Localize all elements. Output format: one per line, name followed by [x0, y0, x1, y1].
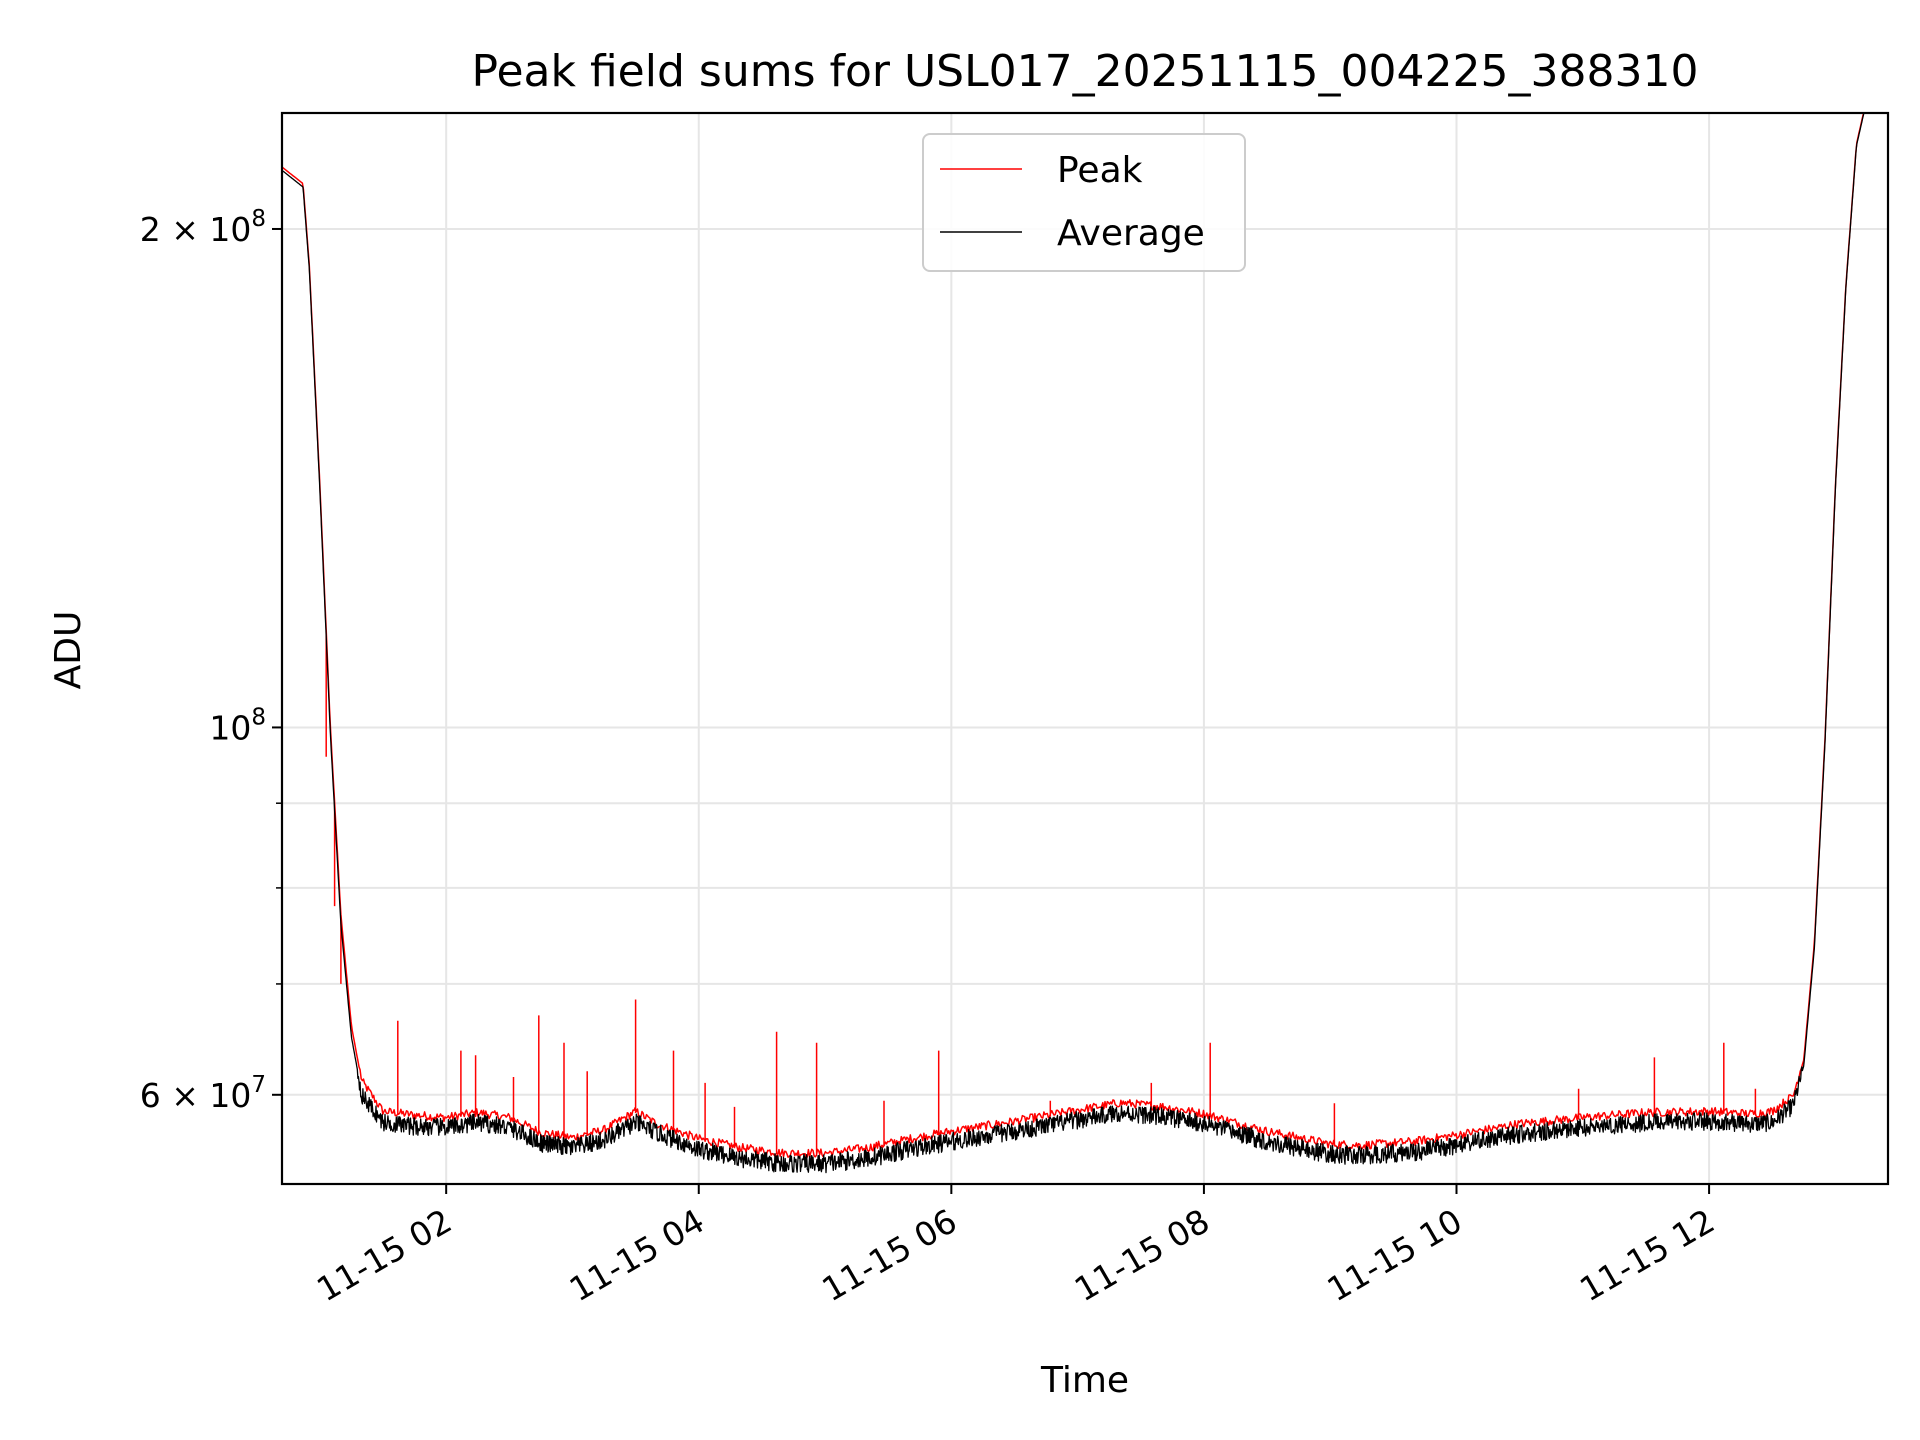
x-axis-label: Time [1040, 1360, 1129, 1401]
series-layer [282, 113, 1865, 1174]
legend: Peak Average [922, 133, 1246, 272]
chart-title: Peak field sums for USL017_20251115_0042… [472, 46, 1699, 97]
y-tick-label: 6 × 107 [140, 1072, 266, 1115]
series-line-average [282, 113, 1865, 1174]
plot-frame [280, 111, 1890, 1186]
y-tick-label: 108 [209, 704, 266, 747]
y-tick-label: 2 × 108 [140, 206, 266, 249]
grid [282, 113, 1888, 1184]
legend-label-average: Average [1057, 213, 1205, 254]
y-axis-label: ADU [48, 611, 89, 690]
legend-label-peak: Peak [1057, 150, 1143, 191]
